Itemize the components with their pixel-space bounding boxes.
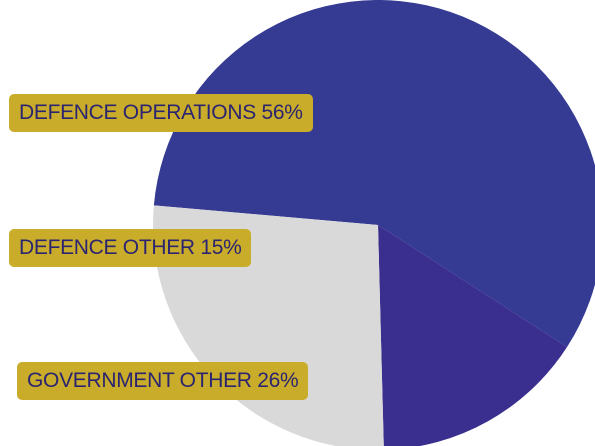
- slice-label-value: 26%: [257, 369, 299, 392]
- slice-label-government-other: GOVERNMENT OTHER 26%: [17, 362, 309, 400]
- slice-label-value: 15%: [200, 236, 242, 259]
- slice-label-text: DEFENCE OPERATIONS: [19, 101, 256, 124]
- slice-label-defence-operations: DEFENCE OPERATIONS 56%: [9, 94, 313, 132]
- slice-label-text: DEFENCE OTHER: [19, 236, 195, 259]
- slice-label-value: 56%: [261, 101, 303, 124]
- slice-defence-operations: [153, 0, 595, 347]
- slice-label-text: GOVERNMENT OTHER: [27, 369, 252, 392]
- slice-defence-other: [378, 225, 568, 446]
- slice-label-defence-other: DEFENCE OTHER 15%: [9, 229, 252, 267]
